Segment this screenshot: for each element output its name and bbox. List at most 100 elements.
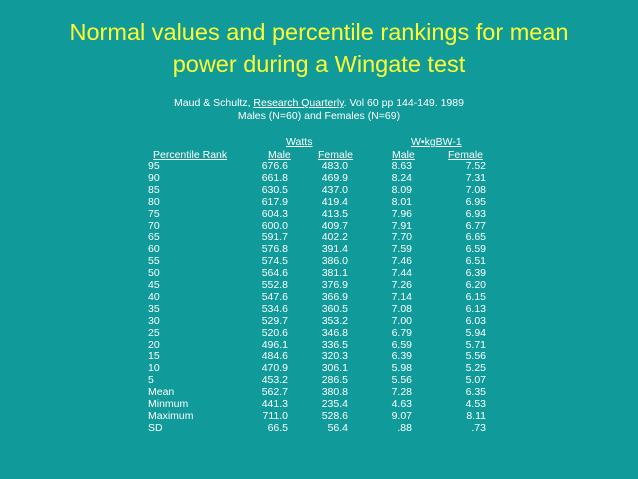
cell-watts-male: 484.6	[261, 350, 288, 362]
cell-wkg-female: 6.20	[465, 279, 486, 291]
cell-watts-male: 552.8	[261, 279, 288, 291]
cell-watts-male: 630.5	[261, 184, 288, 196]
cell-wkg-male: 5.98	[391, 362, 412, 374]
cell-wkg-male: 8.63	[391, 160, 412, 172]
citation: Maud & Schultz, Research Quarterly. Vol …	[0, 97, 638, 123]
cell-watts-male: 441.3	[261, 398, 288, 410]
cell-watts-female: 419.4	[321, 196, 348, 208]
cell-watts-female: 235.4	[321, 398, 348, 410]
cell-wkg-female: 5.56	[465, 350, 486, 362]
cell-percentile-rank: 25	[148, 327, 160, 339]
cell-watts-male: 676.6	[261, 160, 288, 172]
cell-percentile-rank: 70	[148, 220, 160, 232]
cell-wkg-male: 7.44	[391, 267, 412, 279]
cell-wkg-male: 7.08	[391, 303, 412, 315]
cell-watts-female: 386.0	[321, 255, 348, 267]
cell-percentile-rank: 90	[148, 172, 160, 184]
cell-watts-male: 661.8	[261, 172, 288, 184]
cell-wkg-male: 7.14	[391, 291, 412, 303]
cell-wkg-female: 8.11	[466, 410, 486, 422]
cell-wkg-male: 6.39	[391, 350, 412, 362]
cell-watts-female: 380.8	[321, 386, 348, 398]
cell-percentile-rank: 45	[148, 279, 160, 291]
header-wkg-male: Male	[392, 149, 415, 161]
cell-wkg-female: 5.25	[465, 362, 486, 374]
cell-wkg-male: 4.63	[391, 398, 412, 410]
group-header-wkg: W•kgBW-1	[411, 136, 462, 148]
cell-percentile-rank: 15	[148, 350, 160, 362]
cell-wkg-female: 6.65	[465, 231, 486, 243]
cell-wkg-female: 7.31	[465, 172, 486, 184]
cell-watts-female: 391.4	[321, 243, 348, 255]
cell-wkg-male: 6.59	[391, 339, 412, 351]
cell-wkg-female: 6.03	[465, 315, 486, 327]
cell-watts-female: 528.6	[321, 410, 348, 422]
slide-title: Normal values and percentile rankings fo…	[0, 16, 638, 80]
cell-wkg-female: 7.52	[465, 160, 486, 172]
cell-watts-female: 402.2	[321, 231, 348, 243]
cell-wkg-male: 9.07	[391, 410, 412, 422]
cell-percentile-rank: 60	[148, 243, 160, 255]
cell-watts-male: 470.9	[261, 362, 288, 374]
cell-wkg-male: 7.46	[391, 255, 412, 267]
cell-wkg-female: 6.77	[465, 220, 486, 232]
cell-watts-male: 604.3	[261, 208, 288, 220]
cell-percentile-rank: 30	[148, 315, 160, 327]
cell-watts-female: 437.0	[321, 184, 348, 196]
cell-wkg-male: .88	[397, 422, 412, 434]
citation-subjects: Males (N=60) and Females (N=69)	[237, 110, 401, 122]
cell-wkg-female: 5.71	[465, 339, 486, 351]
cell-watts-female: 366.9	[321, 291, 348, 303]
cell-wkg-female: 7.08	[465, 184, 486, 196]
cell-percentile-rank: 65	[148, 231, 160, 243]
cell-watts-male: 600.0	[261, 220, 288, 232]
cell-percentile-rank: 85	[148, 184, 160, 196]
cell-percentile-rank: 80	[148, 196, 160, 208]
citation-source: Maud & Schultz, Research Quarterly. Vol …	[0, 97, 638, 110]
cell-percentile-rank: 95	[148, 160, 160, 172]
cell-wkg-female: 4.53	[465, 398, 486, 410]
title-line-1: Normal values and percentile rankings fo…	[69, 19, 569, 45]
cell-percentile-rank: 35	[148, 303, 160, 315]
cell-watts-male: 562.7	[261, 386, 288, 398]
cell-watts-female: 413.5	[321, 208, 348, 220]
cell-wkg-male: 8.24	[391, 172, 412, 184]
cell-percentile-rank: Minmum	[148, 398, 189, 410]
title-line-2: power during a Wingate test	[172, 51, 466, 77]
cell-wkg-female: 6.35	[465, 386, 486, 398]
cell-watts-male: 574.5	[261, 255, 288, 267]
cell-watts-female: 286.5	[321, 374, 348, 386]
cell-wkg-female: 5.94	[465, 327, 486, 339]
cell-wkg-male: 7.70	[391, 231, 412, 243]
cell-watts-male: 564.6	[261, 267, 288, 279]
cell-percentile-rank: 55	[148, 255, 160, 267]
cell-watts-male: 591.7	[261, 231, 288, 243]
cell-watts-male: 66.5	[267, 422, 288, 434]
cell-wkg-female: 6.93	[465, 208, 486, 220]
cell-wkg-female: 6.15	[465, 291, 486, 303]
cell-wkg-male: 7.96	[391, 208, 412, 220]
cell-watts-male: 496.1	[261, 339, 288, 351]
cell-wkg-male: 6.79	[391, 327, 412, 339]
cell-watts-female: 320.3	[321, 350, 348, 362]
cell-watts-male: 534.6	[261, 303, 288, 315]
cell-watts-female: 306.1	[321, 362, 348, 374]
cell-watts-male: 576.8	[261, 243, 288, 255]
cell-watts-female: 409.7	[321, 220, 348, 232]
cell-percentile-rank: SD	[148, 422, 163, 434]
cell-wkg-male: 7.26	[391, 279, 412, 291]
citation-authors: Maud & Schultz,	[174, 97, 254, 109]
cell-percentile-rank: 5	[148, 374, 154, 386]
cell-watts-female: 381.1	[321, 267, 348, 279]
cell-percentile-rank: 20	[148, 339, 160, 351]
cell-percentile-rank: Mean	[148, 386, 175, 398]
group-header-watts: Watts	[286, 136, 313, 148]
cell-percentile-rank: 10	[148, 362, 160, 374]
cell-percentile-rank: 50	[148, 267, 160, 279]
header-percentile-rank: Percentile Rank	[153, 149, 228, 161]
cell-watts-male: 711.0	[262, 410, 289, 422]
cell-wkg-male: 8.01	[391, 196, 412, 208]
cell-wkg-male: 7.28	[391, 386, 412, 398]
cell-wkg-female: 6.51	[465, 255, 486, 267]
